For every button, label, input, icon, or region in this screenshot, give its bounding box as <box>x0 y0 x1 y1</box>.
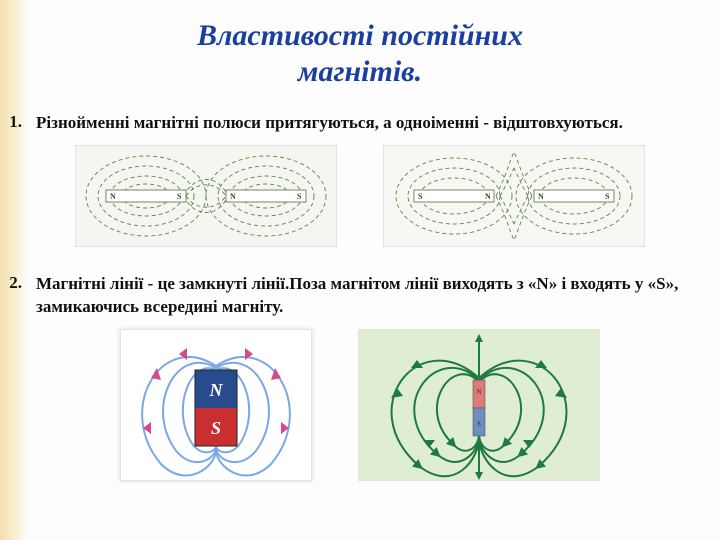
svg-text:N: N <box>538 192 544 201</box>
figure-closed-lines-2: N S <box>358 329 600 481</box>
svg-text:N: N <box>110 192 116 201</box>
slide: Властивості постійних магнітів. 1. Різно… <box>0 0 720 540</box>
svg-text:S: S <box>177 192 182 201</box>
figure-attraction: NS NS <box>75 145 337 247</box>
svg-text:S: S <box>605 192 610 201</box>
svg-text:S: S <box>211 418 221 438</box>
svg-text:N: N <box>476 388 481 396</box>
bar-magnet-field: N S <box>121 330 311 480</box>
figure-row-2: N S <box>36 329 684 481</box>
svg-text:S: S <box>418 192 423 201</box>
svg-text:S: S <box>297 192 302 201</box>
svg-text:S: S <box>477 420 481 428</box>
title-line-1: Властивості постійних <box>197 19 523 52</box>
item-number: 1. <box>0 112 36 132</box>
field-lines-diagram: SN NS <box>384 146 644 246</box>
svg-text:N: N <box>209 380 224 400</box>
figure-row-1: NS NS <box>36 145 684 247</box>
list-item: 2. Магнітні лінії - це замкнуті лінії.По… <box>36 273 684 319</box>
svg-text:N: N <box>230 192 236 201</box>
title-line-2: магнітів. <box>298 55 422 88</box>
field-lines-diagram: NS NS <box>76 146 336 246</box>
list-item: 1. Різнойменні магнітні полюси притягуют… <box>36 112 684 135</box>
bar-magnet-field: N S <box>359 330 599 480</box>
item-text: Магнітні лінії - це замкнуті лінії.Поза … <box>36 273 684 319</box>
svg-text:N: N <box>485 192 491 201</box>
item-text: Різнойменні магнітні полюси притягуються… <box>36 112 623 135</box>
item-number: 2. <box>0 273 36 293</box>
figure-closed-lines-1: N S <box>120 329 312 481</box>
page-title: Властивості постійних магнітів. <box>36 18 684 90</box>
figure-repulsion: SN NS <box>383 145 645 247</box>
